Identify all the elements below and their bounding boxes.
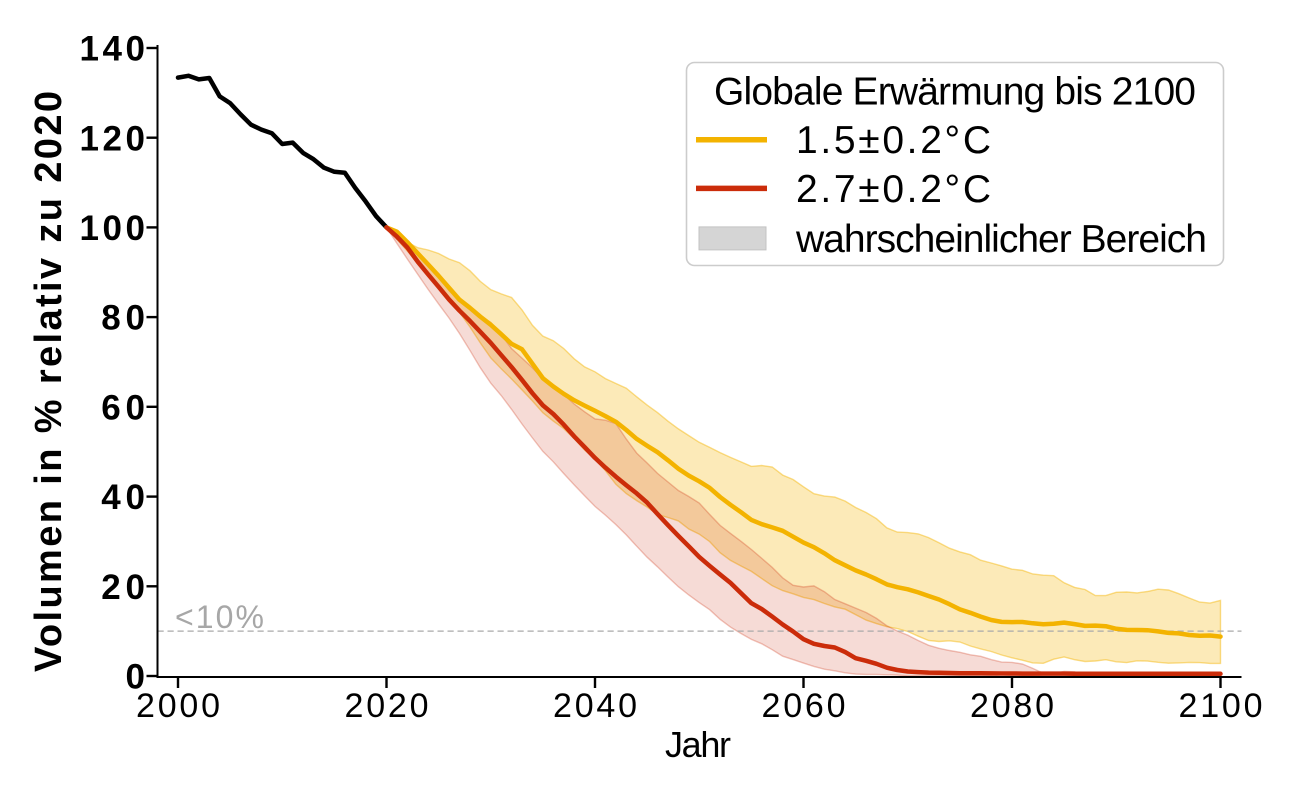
svg-text:Jahr: Jahr xyxy=(665,724,731,765)
svg-text:1.5±0.2°C: 1.5±0.2°C xyxy=(796,119,991,162)
svg-text:wahrscheinlicher Bereich: wahrscheinlicher Bereich xyxy=(795,218,1207,261)
svg-text:100: 100 xyxy=(80,209,146,248)
svg-text:2.7±0.2°C: 2.7±0.2°C xyxy=(796,168,991,211)
svg-text:Globale Erwärmung bis 2100: Globale Erwärmung bis 2100 xyxy=(714,71,1196,114)
svg-text:Volumen in % relativ zu 2020: Volumen in % relativ zu 2020 xyxy=(28,91,70,672)
svg-text:<10%: <10% xyxy=(175,599,264,635)
svg-text:0: 0 xyxy=(126,658,145,697)
svg-text:120: 120 xyxy=(80,119,146,158)
svg-text:140: 140 xyxy=(80,30,146,69)
